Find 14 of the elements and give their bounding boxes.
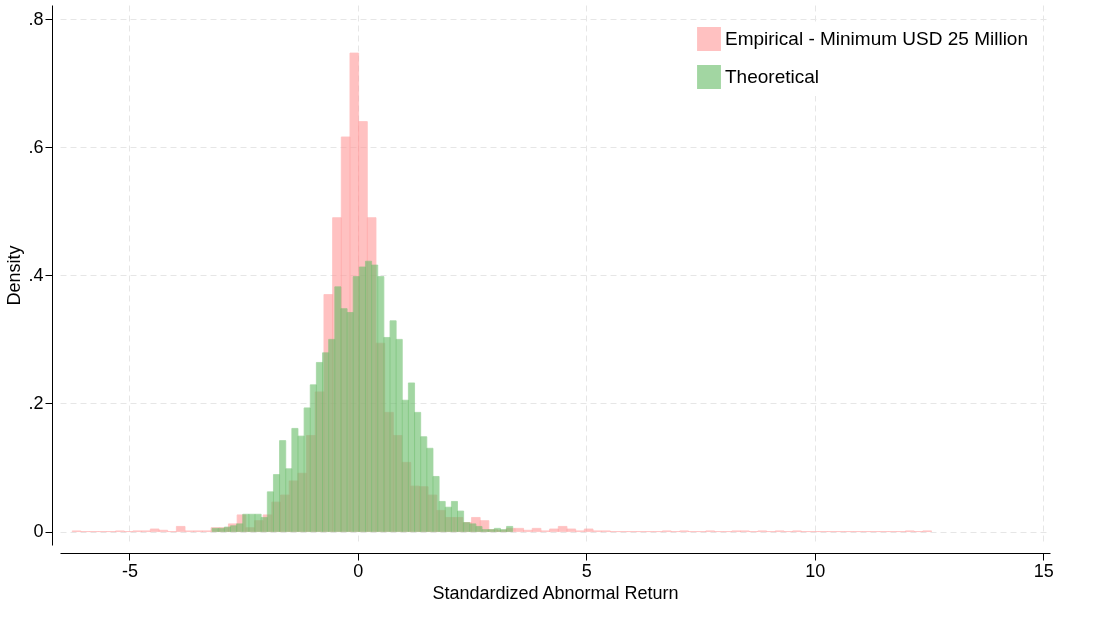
y-tick-label: .4 xyxy=(28,264,44,285)
y-tick-label: .8 xyxy=(28,8,44,29)
x-tick-label: 5 xyxy=(581,560,592,581)
y-tick-label: .2 xyxy=(28,392,44,413)
x-tick-label: 15 xyxy=(1033,560,1054,581)
legend-label: Empirical - Minimum USD 25 Million xyxy=(725,28,1028,49)
x-tick-label: 10 xyxy=(805,560,826,581)
y-axis-title: Density xyxy=(4,245,25,306)
x-tick-label: 0 xyxy=(353,560,364,581)
y-tick-label: .6 xyxy=(28,136,44,157)
x-tick-label: -5 xyxy=(121,560,138,581)
y-tick-label: 0 xyxy=(33,521,44,542)
x-axis-title: Standardized Abnormal Return xyxy=(432,582,679,603)
legend-label: Theoretical xyxy=(725,66,819,87)
